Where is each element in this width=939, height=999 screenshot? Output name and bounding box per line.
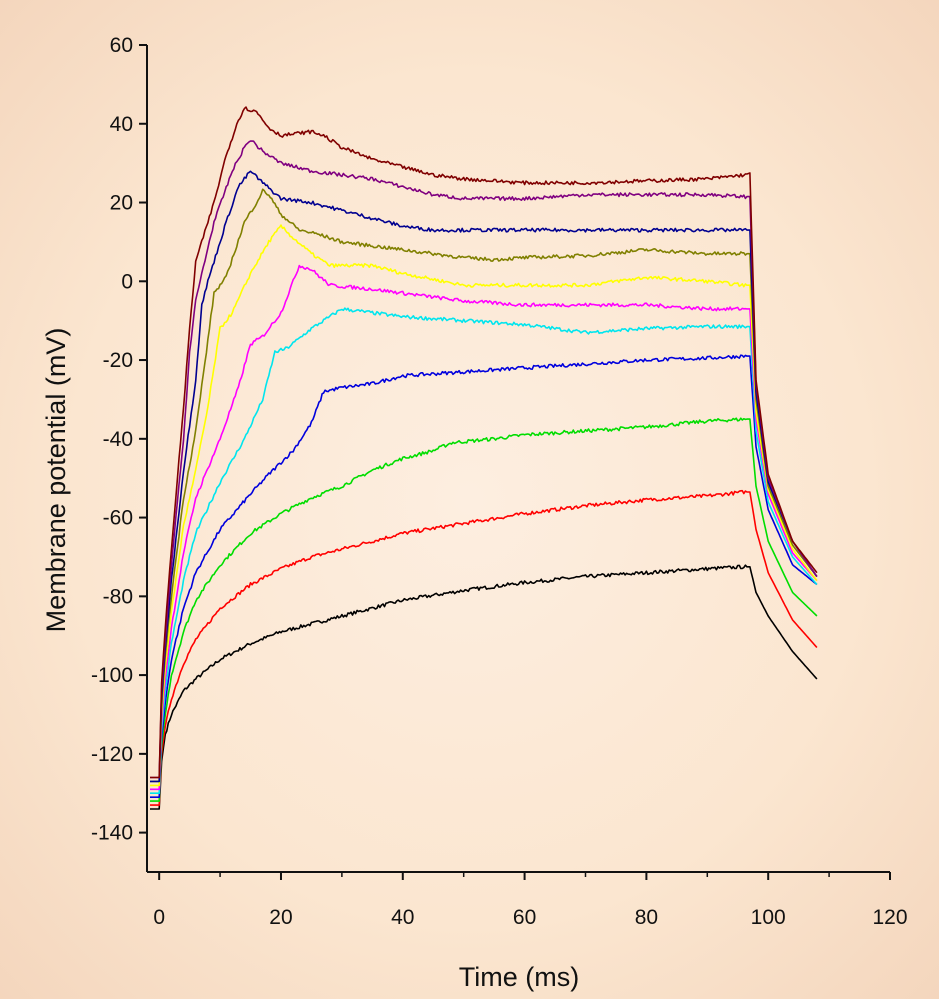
series-line-8 [150, 188, 818, 783]
series-line-6 [150, 264, 818, 791]
y-tick-label: 60 [110, 34, 133, 57]
plot-area [150, 106, 818, 810]
y-tick-label: -40 [103, 428, 133, 451]
y-tick-label: 0 [121, 270, 133, 293]
x-tick-label: 40 [391, 906, 414, 929]
series-line-2 [150, 489, 818, 806]
y-tick-label: -100 [91, 664, 133, 687]
x-tick-label: 100 [751, 906, 786, 929]
series-line-4 [150, 354, 818, 798]
series-line-11 [150, 106, 818, 779]
x-tick-label: 120 [872, 906, 907, 929]
y-tick-label: 40 [110, 113, 133, 136]
series-line-3 [150, 417, 818, 802]
series-line-7 [150, 224, 818, 787]
y-tick-label: -20 [103, 349, 133, 372]
x-tick-label: 60 [513, 906, 536, 929]
y-tick-label: -60 [103, 507, 133, 530]
y-tick-label: 20 [110, 192, 133, 215]
y-tick-label: -140 [91, 822, 133, 845]
series-line-9 [150, 170, 818, 783]
tick-labels: 60 40 20 0 -20 -40 -60 -80 -100 -120 -140 0 20 40 60 80… [91, 34, 908, 929]
series-line-5 [150, 307, 818, 794]
series-line-1 [150, 564, 818, 810]
series-line-10 [150, 140, 818, 779]
x-tick-label: 0 [153, 906, 165, 929]
x-axis-label: Time (ms) [459, 962, 579, 992]
y-tick-label: -120 [91, 743, 133, 766]
x-tick-label: 80 [635, 906, 658, 929]
y-tick-label: -80 [103, 585, 133, 608]
y-axis-label: Membrane potential (mV) [41, 328, 71, 633]
x-tick-label: 20 [269, 906, 292, 929]
chart-axes [139, 44, 891, 880]
